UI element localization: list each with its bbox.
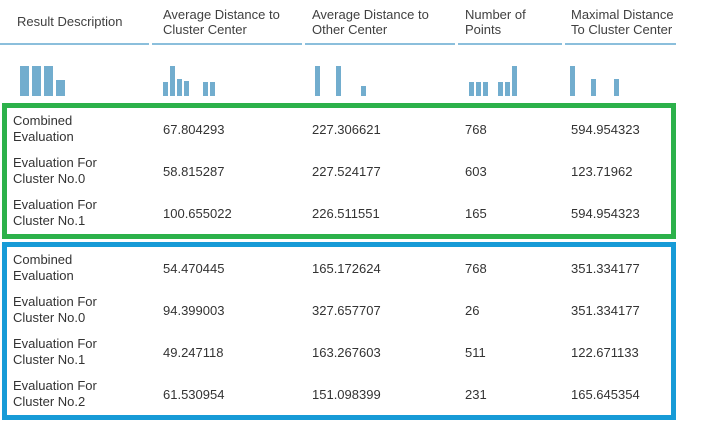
table-row[interactable]: Evaluation For Cluster No.0 94.399003 32…	[7, 289, 671, 331]
histogram-avg-distance-other-center-icon[interactable]	[315, 66, 368, 96]
column-header-label: Average Distance to Other Center	[312, 6, 429, 37]
cell-avg-distance-cluster-center: 67.804293	[163, 121, 225, 137]
histogram-number-of-points-icon[interactable]	[469, 66, 519, 96]
cell-avg-distance-other-center: 227.306621	[312, 121, 381, 137]
table-row[interactable]: Evaluation For Cluster No.2 61.530954 15…	[7, 373, 671, 415]
row-label: Combined Evaluation	[13, 252, 74, 283]
cell-avg-distance-other-center: 165.172624	[312, 260, 381, 276]
cell-maximal-distance: 594.954323	[571, 205, 640, 221]
cell-maximal-distance: 165.645354	[571, 386, 640, 402]
column-header-number-of-points[interactable]: Number of Points	[458, 0, 562, 45]
row-label: Evaluation For Cluster No.0	[13, 294, 97, 325]
cell-maximal-distance: 351.334177	[571, 302, 640, 318]
cell-avg-distance-cluster-center: 49.247118	[163, 344, 224, 360]
table-row[interactable]: Evaluation For Cluster No.0 58.815287 22…	[7, 150, 671, 192]
histogram-maximal-distance-cluster-center-icon[interactable]	[570, 66, 621, 96]
cell-maximal-distance: 123.71962	[571, 163, 633, 179]
column-header-avg-distance-cluster-center[interactable]: Average Distance to Cluster Center	[152, 0, 302, 45]
cell-maximal-distance: 122.671133	[571, 344, 639, 360]
evaluation-group-blue: Combined Evaluation 54.470445 165.172624…	[2, 242, 676, 420]
cell-number-of-points: 26	[465, 302, 480, 318]
histogram-row	[0, 45, 727, 103]
cell-number-of-points: 603	[465, 163, 487, 179]
cell-maximal-distance: 594.954323	[571, 121, 640, 137]
cell-avg-distance-other-center: 163.267603	[312, 344, 381, 360]
cell-avg-distance-cluster-center: 61.530954	[163, 386, 225, 402]
row-label: Evaluation For Cluster No.1	[13, 336, 97, 367]
column-header-label: Result Description	[17, 14, 123, 29]
column-header-label: Number of Points	[465, 6, 526, 37]
table-row[interactable]: Combined Evaluation 54.470445 165.172624…	[7, 247, 671, 289]
cell-number-of-points: 768	[465, 121, 487, 137]
histogram-result-description-icon[interactable]	[20, 66, 68, 96]
cell-number-of-points: 165	[465, 205, 487, 221]
column-header-result-description[interactable]: Result Description	[0, 0, 149, 45]
cell-avg-distance-other-center: 226.511551	[312, 205, 380, 221]
table-header-row: Result Description Average Distance to C…	[0, 0, 727, 45]
column-header-avg-distance-other-center[interactable]: Average Distance to Other Center	[305, 0, 455, 45]
cell-avg-distance-other-center: 327.657707	[312, 302, 381, 318]
column-header-label: Maximal Distance To Cluster Center	[571, 6, 674, 37]
row-label: Evaluation For Cluster No.2	[13, 378, 97, 409]
cell-number-of-points: 231	[465, 386, 487, 402]
column-header-label: Average Distance to Cluster Center	[163, 6, 280, 37]
row-label: Combined Evaluation	[13, 113, 74, 144]
row-label: Evaluation For Cluster No.1	[13, 197, 97, 228]
table-row[interactable]: Evaluation For Cluster No.1 100.655022 2…	[7, 192, 671, 234]
cell-avg-distance-other-center: 151.098399	[312, 386, 381, 402]
cell-number-of-points: 511	[465, 344, 486, 360]
cell-avg-distance-cluster-center: 94.399003	[163, 302, 225, 318]
evaluation-group-green: Combined Evaluation 67.804293 227.306621…	[2, 103, 676, 239]
cell-avg-distance-cluster-center: 54.470445	[163, 260, 225, 276]
table-row[interactable]: Combined Evaluation 67.804293 227.306621…	[7, 108, 671, 150]
table-row[interactable]: Evaluation For Cluster No.1 49.247118 16…	[7, 331, 671, 373]
row-label: Evaluation For Cluster No.0	[13, 155, 97, 186]
column-header-maximal-distance-cluster-center[interactable]: Maximal Distance To Cluster Center	[565, 0, 676, 45]
cell-number-of-points: 768	[465, 260, 487, 276]
cell-maximal-distance: 351.334177	[571, 260, 640, 276]
cell-avg-distance-cluster-center: 58.815287	[163, 163, 225, 179]
cell-avg-distance-other-center: 227.524177	[312, 163, 381, 179]
histogram-avg-distance-cluster-center-icon[interactable]	[163, 66, 217, 96]
cell-avg-distance-cluster-center: 100.655022	[163, 205, 232, 221]
